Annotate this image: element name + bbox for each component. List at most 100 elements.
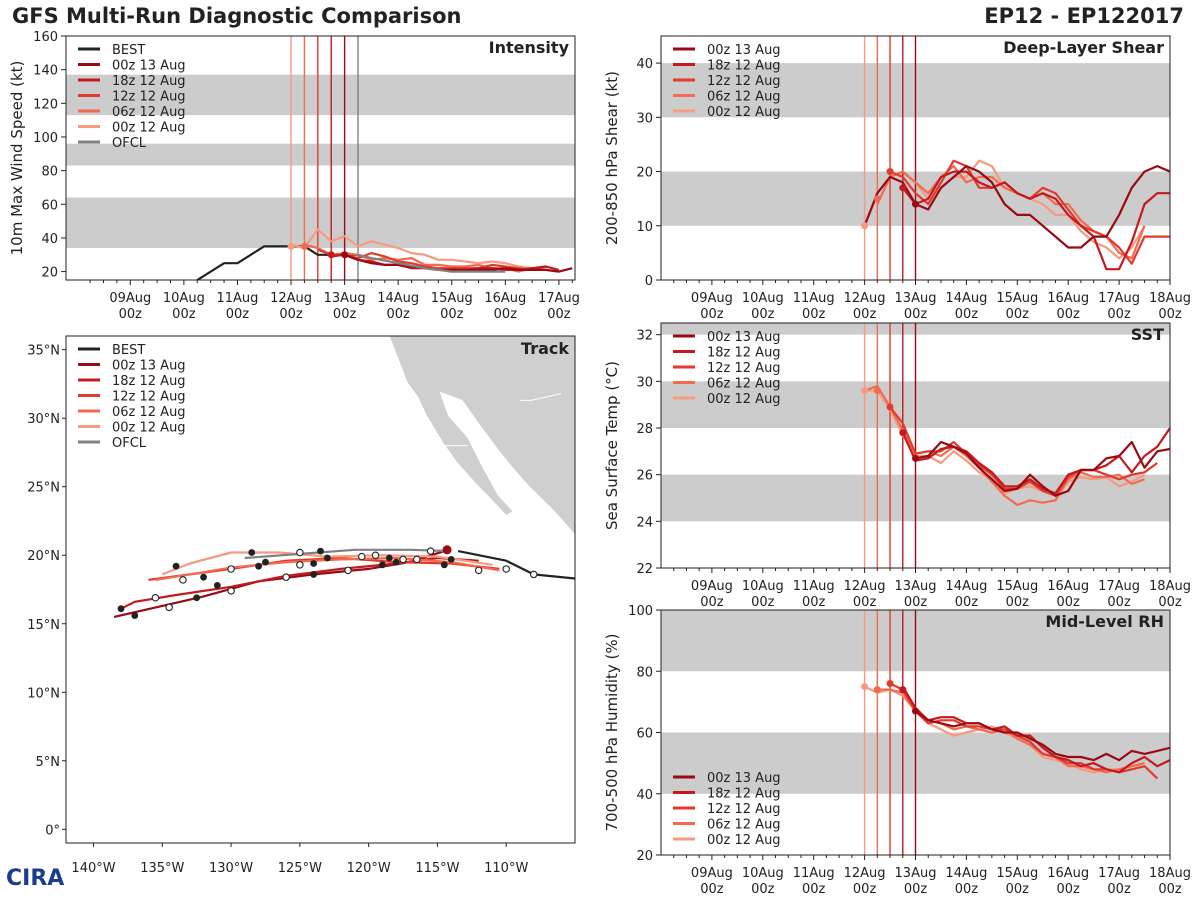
- track-point-open-1: [165, 603, 173, 612]
- sst-xtick-label-8: 17Aug: [1098, 579, 1140, 594]
- rh-ytick-label-0: 20: [636, 849, 653, 864]
- shear-ylabel: 200-850 hPa Shear (kt): [603, 71, 621, 245]
- shear-legend-label-4: 00z 12 Aug: [707, 105, 781, 120]
- rh-xtick-label-4: 13Aug: [895, 866, 937, 881]
- rh-xtick-label-3: 12Aug: [844, 866, 886, 881]
- panel-rh: 2040608010009Aug00z10Aug00z11Aug00z12Aug…: [603, 604, 1191, 897]
- rh-xtick-sublabel-6: 00z: [1006, 882, 1030, 897]
- track-point-filled-12: [385, 554, 393, 562]
- intensity-ytick-label-3: 80: [41, 165, 58, 180]
- rh-xtick-sublabel-8: 00z: [1107, 882, 1131, 897]
- track-legend-label-6: OFCL: [112, 436, 147, 451]
- intensity-legend-label-4: 06z 12 Aug: [112, 105, 186, 120]
- track-point-open-15: [502, 565, 510, 573]
- track-xtick-label-0: 140°W: [71, 861, 115, 876]
- intensity-xtick-sublabel-1: 00z: [172, 307, 196, 322]
- intensity-series-5: [344, 253, 573, 273]
- rh-marker-2: [886, 680, 894, 687]
- rh-xtick-label-5: 14Aug: [945, 866, 987, 881]
- shear-xtick-label-5: 14Aug: [945, 291, 987, 306]
- intensity-xtick-label-6: 15Aug: [431, 291, 473, 306]
- intensity-title: Intensity: [489, 38, 570, 57]
- track-storm-marker: [442, 545, 452, 555]
- shear-xtick-sublabel-5: 00z: [955, 307, 979, 322]
- panel-track: 140°W 135°W 130°W 125°W 120°W 115°W 110°W 0° 5°N…: [27, 335, 576, 876]
- shear-marker-2: [886, 168, 894, 176]
- rh-title: Mid-Level RH: [1045, 612, 1164, 631]
- intensity-xtick-label-2: 11Aug: [216, 291, 258, 306]
- intensity-xtick-label-1: 10Aug: [163, 291, 205, 306]
- sst-legend-label-3: 06z 12 Aug: [707, 377, 781, 392]
- rh-xtick-label-6: 15Aug: [996, 866, 1038, 881]
- sst-xtick-sublabel-6: 00z: [1006, 595, 1030, 610]
- track-point-filled-9: [317, 547, 324, 555]
- sst-xtick-label-4: 13Aug: [895, 579, 937, 594]
- shear-xtick-sublabel-1: 00z: [751, 307, 775, 322]
- shear-xtick-sublabel-4: 00z: [904, 307, 928, 322]
- intensity-xtick-sublabel-0: 00z: [119, 307, 143, 322]
- sst-xtick-sublabel-4: 00z: [904, 595, 928, 610]
- intensity-ytick-label-2: 60: [41, 198, 58, 213]
- rh-xtick-sublabel-9: 00z: [1158, 882, 1182, 897]
- track-point-filled-16: [172, 562, 180, 570]
- track-ytick-label-0: 0°: [45, 823, 60, 838]
- rh-xtick-sublabel-1: 00z: [751, 882, 775, 897]
- intensity-legend-label-0: BEST: [112, 43, 145, 58]
- track-point-filled-2: [193, 594, 201, 602]
- sst-xtick-label-9: 18Aug: [1149, 579, 1191, 594]
- shear-xtick-sublabel-6: 00z: [1006, 307, 1030, 322]
- track-title: Track: [521, 339, 569, 358]
- shear-legend-label-3: 06z 12 Aug: [707, 90, 781, 105]
- track-point-open-12: [413, 555, 421, 564]
- intensity-marker-2: [327, 251, 335, 259]
- rh-legend-label-3: 06z 12 Aug: [707, 818, 781, 833]
- track-point-open-5: [282, 573, 290, 581]
- rh-xtick-sublabel-7: 00z: [1057, 882, 1081, 897]
- rh-xtick-label-2: 11Aug: [793, 866, 835, 881]
- intensity-legend-label-1: 00z 13 Aug: [112, 59, 186, 74]
- track-point-open-10: [371, 551, 380, 559]
- intensity-frame: [65, 35, 576, 281]
- track-legend-label-2: 18z 12 Aug: [112, 374, 186, 389]
- sst-xtick-label-2: 11Aug: [793, 579, 835, 594]
- intensity-xtick-label-0: 09Aug: [109, 291, 151, 306]
- rh-xtick-label-9: 18Aug: [1149, 866, 1191, 881]
- shear-marker-3: [899, 184, 907, 192]
- intensity-series-3: [317, 248, 546, 271]
- intensity-xtick-sublabel-8: 00z: [547, 307, 571, 322]
- track-ytick-label-2: 10°N: [27, 686, 60, 701]
- intensity-band-2: [66, 74, 575, 116]
- sst-xtick-sublabel-0: 00z: [700, 595, 724, 610]
- intensity-xtick-label-7: 16Aug: [484, 291, 526, 306]
- shear-xtick-sublabel-9: 00z: [1158, 307, 1182, 322]
- shear-legend-label-1: 18z 12 Aug: [707, 59, 781, 74]
- sst-xtick-sublabel-7: 00z: [1057, 595, 1081, 610]
- sst-ylabel: Sea Surface Temp (°C): [603, 361, 621, 530]
- intensity-ytick-label-5: 120: [33, 97, 58, 112]
- intensity-xtick-label-4: 13Aug: [324, 291, 366, 306]
- sst-legend-label-2: 12z 12 Aug: [707, 361, 781, 376]
- rh-xtick-sublabel-0: 00z: [700, 882, 724, 897]
- shear-title: Deep-Layer Shear: [1003, 38, 1164, 57]
- track-point-filled-6: [262, 558, 269, 566]
- sst-series-2: [889, 406, 1158, 497]
- cira-logo: CIRA: [6, 866, 65, 891]
- sst-xtick-label-3: 12Aug: [844, 579, 886, 594]
- rh-xtick-label-1: 10Aug: [742, 866, 784, 881]
- track-point-filled-0: [117, 605, 125, 613]
- intensity-legend-label-5: 00z 12 Aug: [112, 121, 186, 136]
- shear-marker-0: [861, 222, 869, 230]
- rh-legend-label-0: 00z 13 Aug: [707, 771, 781, 786]
- intensity-ylabel: 10m Max Wind Speed (kt): [8, 61, 26, 256]
- sst-xtick-sublabel-1: 00z: [751, 595, 775, 610]
- sst-series-5: [1183, 414, 1196, 449]
- sst-legend-label-4: 00z 12 Aug: [707, 392, 781, 407]
- sst-title: SST: [1131, 325, 1164, 344]
- sst-xtick-sublabel-8: 00z: [1107, 595, 1131, 610]
- track-ytick-label-7: 35°N: [27, 344, 60, 359]
- shear-xtick-label-9: 18Aug: [1149, 291, 1191, 306]
- track-legend-label-3: 12z 12 Aug: [112, 390, 186, 405]
- track-plot-area: [113, 336, 575, 619]
- shear-xtick-sublabel-8: 00z: [1107, 307, 1131, 322]
